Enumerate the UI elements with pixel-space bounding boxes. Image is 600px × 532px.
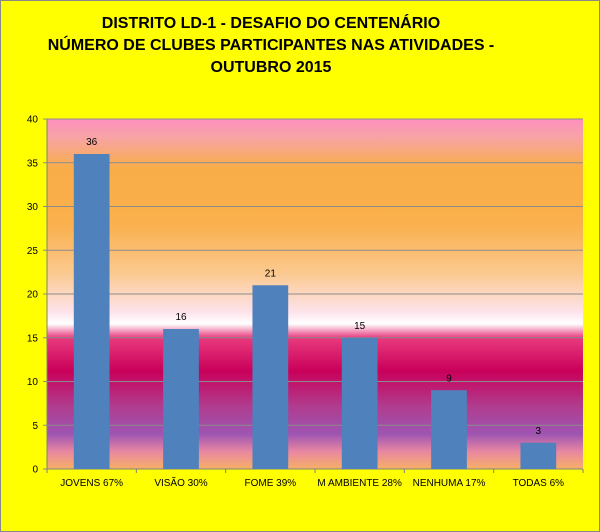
- x-category-label: VISÃO 30%: [154, 476, 207, 489]
- y-tick-label: 20: [27, 290, 39, 301]
- y-tick-label: 10: [27, 377, 39, 388]
- bar: [74, 154, 110, 469]
- x-category-label: M AMBIENTE 28%: [317, 478, 402, 489]
- data-label: 15: [354, 321, 366, 332]
- y-tick-label: 35: [27, 158, 39, 169]
- bar: [520, 443, 556, 469]
- y-tick-label: 30: [27, 202, 39, 213]
- x-category-label: FOME 39%: [244, 478, 296, 489]
- bar: [431, 390, 467, 469]
- data-label: 9: [446, 373, 452, 384]
- y-tick-label: 0: [32, 465, 38, 476]
- data-label: 3: [536, 426, 542, 437]
- y-tick-label: 25: [27, 246, 39, 257]
- y-tick-label: 5: [32, 421, 38, 432]
- x-category-label: NENHUMA 17%: [413, 478, 486, 489]
- data-label: 16: [175, 312, 187, 323]
- bar: [342, 338, 378, 469]
- x-category-label: TODAS 6%: [513, 478, 565, 489]
- data-label: 36: [86, 137, 98, 148]
- y-tick-label: 40: [27, 115, 39, 126]
- bar: [163, 329, 199, 469]
- y-tick-label: 15: [27, 333, 39, 344]
- data-label: 21: [265, 268, 277, 279]
- bar: [252, 285, 288, 469]
- x-category-label: JOVENS 67%: [60, 478, 123, 489]
